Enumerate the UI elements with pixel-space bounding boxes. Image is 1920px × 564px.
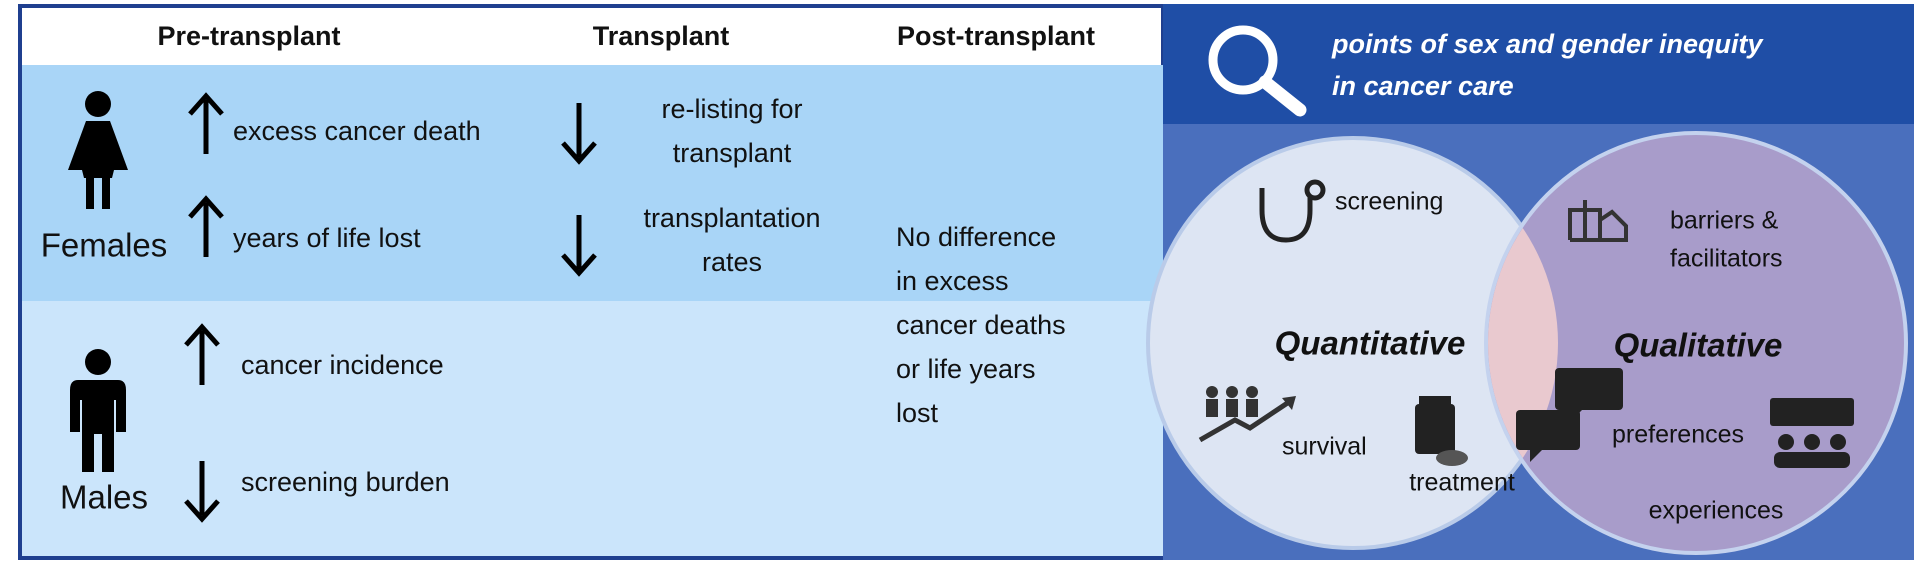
male-icon — [70, 349, 126, 472]
magnifier-icon — [1208, 25, 1307, 117]
female-icon — [68, 91, 128, 209]
finding: excess cancer death — [233, 116, 481, 146]
arrow-down — [561, 141, 597, 165]
group-label: Females — [41, 227, 168, 264]
venn-label: Qualitative — [1614, 327, 1783, 364]
arrow-up — [188, 195, 224, 219]
legend-title: points of sex and gender inequity — [1331, 29, 1765, 59]
column-header: Pre-transplant — [157, 21, 340, 51]
finding: years of life lost — [233, 223, 421, 253]
venn-item: barriers & — [1670, 207, 1779, 235]
males-band — [22, 301, 1163, 556]
arrow-down — [561, 253, 597, 277]
column-header: Post-transplant — [897, 21, 1095, 51]
finding: rates — [702, 247, 762, 277]
venn-item: screening — [1335, 188, 1443, 216]
legend-title: in cancer care — [1332, 71, 1514, 101]
finding: transplantation — [643, 203, 820, 233]
finding: cancer incidence — [241, 350, 444, 380]
barriers-icon — [1568, 200, 1628, 242]
arrow-down — [184, 499, 220, 523]
finding: transplant — [673, 138, 792, 168]
arrow-up — [188, 92, 224, 116]
venn-item: experiences — [1649, 497, 1784, 525]
venn-item: treatment — [1409, 469, 1515, 497]
venn-label: Quantitative — [1275, 325, 1466, 362]
post-transplant-note: No difference — [896, 222, 1056, 252]
feedback-icons — [1516, 368, 1854, 468]
post-transplant-note: in excess — [896, 266, 1009, 296]
post-transplant-note: cancer deaths — [896, 310, 1066, 340]
post-transplant-note: lost — [896, 398, 939, 428]
venn-item: preferences — [1612, 421, 1744, 449]
finding: screening burden — [241, 467, 450, 497]
finding: re-listing for — [661, 94, 802, 124]
arrow-up — [184, 323, 220, 347]
group-label: Males — [60, 479, 148, 516]
treatment-icon — [1415, 396, 1468, 466]
venn-item: survival — [1282, 433, 1367, 461]
stethoscope-icon — [1259, 179, 1326, 243]
venn-item: facilitators — [1670, 245, 1783, 273]
post-transplant-note: or life years — [896, 354, 1036, 384]
survival-icon — [1198, 386, 1296, 443]
column-header: Transplant — [593, 21, 730, 51]
